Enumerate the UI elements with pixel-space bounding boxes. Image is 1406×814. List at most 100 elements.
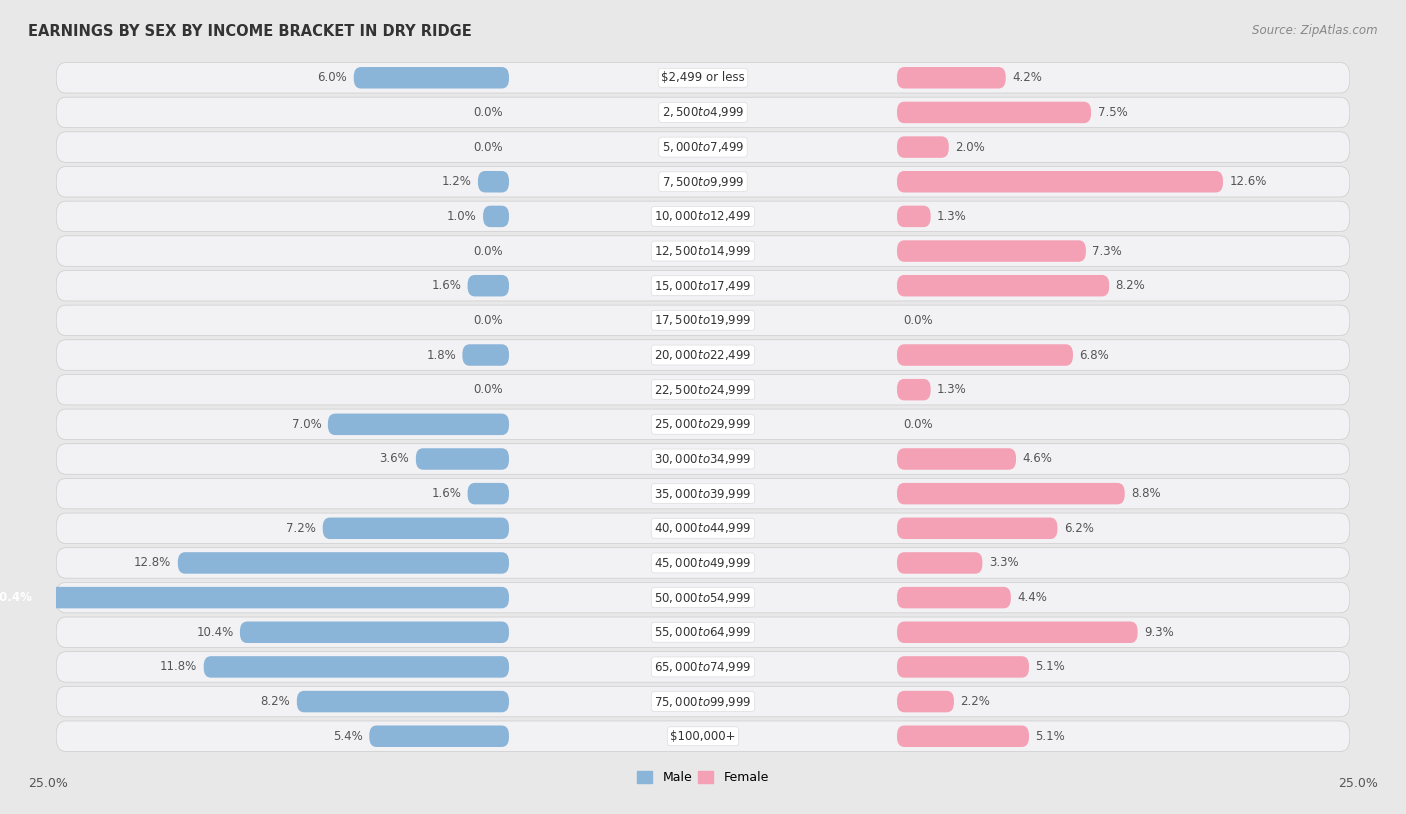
Text: $65,000 to $74,999: $65,000 to $74,999 (654, 660, 752, 674)
Text: 0.0%: 0.0% (472, 314, 502, 327)
FancyBboxPatch shape (56, 236, 1350, 266)
FancyBboxPatch shape (478, 171, 509, 192)
Legend: Male, Female: Male, Female (633, 766, 773, 790)
Text: 1.6%: 1.6% (432, 279, 461, 292)
Text: 10.4%: 10.4% (197, 626, 233, 639)
FancyBboxPatch shape (56, 409, 1350, 440)
Text: $12,500 to $14,999: $12,500 to $14,999 (654, 244, 752, 258)
Text: 5.4%: 5.4% (333, 729, 363, 742)
Text: 0.0%: 0.0% (472, 383, 502, 396)
Text: 0.0%: 0.0% (472, 244, 502, 257)
Text: EARNINGS BY SEX BY INCOME BRACKET IN DRY RIDGE: EARNINGS BY SEX BY INCOME BRACKET IN DRY… (28, 24, 472, 39)
Text: 6.8%: 6.8% (1080, 348, 1109, 361)
Text: 1.0%: 1.0% (447, 210, 477, 223)
Text: 8.2%: 8.2% (260, 695, 291, 708)
Text: 1.8%: 1.8% (426, 348, 456, 361)
FancyBboxPatch shape (328, 414, 509, 435)
Text: 4.4%: 4.4% (1018, 591, 1047, 604)
Text: 5.1%: 5.1% (1035, 729, 1066, 742)
Text: $35,000 to $39,999: $35,000 to $39,999 (654, 487, 752, 501)
FancyBboxPatch shape (897, 552, 983, 574)
FancyBboxPatch shape (56, 479, 1350, 509)
Text: $30,000 to $34,999: $30,000 to $34,999 (654, 452, 752, 466)
Text: 1.2%: 1.2% (441, 175, 471, 188)
FancyBboxPatch shape (897, 449, 1017, 470)
Text: $5,000 to $7,499: $5,000 to $7,499 (662, 140, 744, 154)
Text: 2.0%: 2.0% (955, 141, 986, 154)
Text: $22,500 to $24,999: $22,500 to $24,999 (654, 383, 752, 396)
Text: 9.3%: 9.3% (1144, 626, 1174, 639)
FancyBboxPatch shape (297, 691, 509, 712)
Text: $45,000 to $49,999: $45,000 to $49,999 (654, 556, 752, 570)
Text: $10,000 to $12,499: $10,000 to $12,499 (654, 209, 752, 223)
FancyBboxPatch shape (56, 201, 1350, 232)
FancyBboxPatch shape (463, 344, 509, 365)
Text: $75,000 to $99,999: $75,000 to $99,999 (654, 694, 752, 708)
Text: $40,000 to $44,999: $40,000 to $44,999 (654, 521, 752, 536)
Text: $2,499 or less: $2,499 or less (661, 72, 745, 85)
FancyBboxPatch shape (897, 656, 1029, 678)
FancyBboxPatch shape (240, 622, 509, 643)
FancyBboxPatch shape (56, 305, 1350, 335)
FancyBboxPatch shape (56, 582, 1350, 613)
FancyBboxPatch shape (897, 171, 1223, 192)
Text: 4.6%: 4.6% (1022, 453, 1052, 466)
Text: 0.0%: 0.0% (472, 106, 502, 119)
FancyBboxPatch shape (897, 518, 1057, 539)
FancyBboxPatch shape (370, 725, 509, 747)
Text: 0.0%: 0.0% (904, 314, 934, 327)
Text: 3.6%: 3.6% (380, 453, 409, 466)
FancyBboxPatch shape (56, 548, 1350, 578)
Text: 8.8%: 8.8% (1132, 487, 1161, 500)
FancyBboxPatch shape (897, 240, 1085, 262)
FancyBboxPatch shape (897, 587, 1011, 608)
FancyBboxPatch shape (56, 132, 1350, 162)
Text: 25.0%: 25.0% (28, 777, 67, 790)
Text: 7.2%: 7.2% (287, 522, 316, 535)
FancyBboxPatch shape (56, 721, 1350, 751)
Text: $2,500 to $4,999: $2,500 to $4,999 (662, 106, 744, 120)
Text: $25,000 to $29,999: $25,000 to $29,999 (654, 418, 752, 431)
FancyBboxPatch shape (897, 691, 953, 712)
Text: Source: ZipAtlas.com: Source: ZipAtlas.com (1253, 24, 1378, 37)
Text: 7.5%: 7.5% (1098, 106, 1128, 119)
Text: $55,000 to $64,999: $55,000 to $64,999 (654, 625, 752, 639)
Text: 5.1%: 5.1% (1035, 660, 1066, 673)
Text: 2.2%: 2.2% (960, 695, 990, 708)
Text: 6.2%: 6.2% (1064, 522, 1094, 535)
FancyBboxPatch shape (897, 483, 1125, 505)
FancyBboxPatch shape (897, 344, 1073, 365)
FancyBboxPatch shape (354, 67, 509, 89)
Text: $17,500 to $19,999: $17,500 to $19,999 (654, 313, 752, 327)
FancyBboxPatch shape (897, 275, 1109, 296)
FancyBboxPatch shape (56, 97, 1350, 128)
FancyBboxPatch shape (897, 206, 931, 227)
Text: 7.3%: 7.3% (1092, 244, 1122, 257)
FancyBboxPatch shape (897, 136, 949, 158)
FancyBboxPatch shape (897, 102, 1091, 123)
FancyBboxPatch shape (897, 379, 931, 400)
FancyBboxPatch shape (56, 167, 1350, 197)
FancyBboxPatch shape (177, 552, 509, 574)
Text: 0.0%: 0.0% (904, 418, 934, 431)
FancyBboxPatch shape (0, 587, 509, 608)
Text: 8.2%: 8.2% (1115, 279, 1146, 292)
FancyBboxPatch shape (323, 518, 509, 539)
FancyBboxPatch shape (204, 656, 509, 678)
Text: 6.0%: 6.0% (318, 72, 347, 85)
FancyBboxPatch shape (897, 67, 1005, 89)
FancyBboxPatch shape (468, 275, 509, 296)
FancyBboxPatch shape (56, 444, 1350, 475)
FancyBboxPatch shape (56, 686, 1350, 717)
Text: $20,000 to $22,499: $20,000 to $22,499 (654, 348, 752, 362)
Text: 12.6%: 12.6% (1229, 175, 1267, 188)
FancyBboxPatch shape (56, 339, 1350, 370)
Text: 25.0%: 25.0% (1339, 777, 1378, 790)
Text: $15,000 to $17,499: $15,000 to $17,499 (654, 278, 752, 293)
FancyBboxPatch shape (897, 622, 1137, 643)
FancyBboxPatch shape (484, 206, 509, 227)
Text: 1.3%: 1.3% (938, 383, 967, 396)
FancyBboxPatch shape (897, 725, 1029, 747)
FancyBboxPatch shape (56, 617, 1350, 647)
Text: 11.8%: 11.8% (160, 660, 197, 673)
